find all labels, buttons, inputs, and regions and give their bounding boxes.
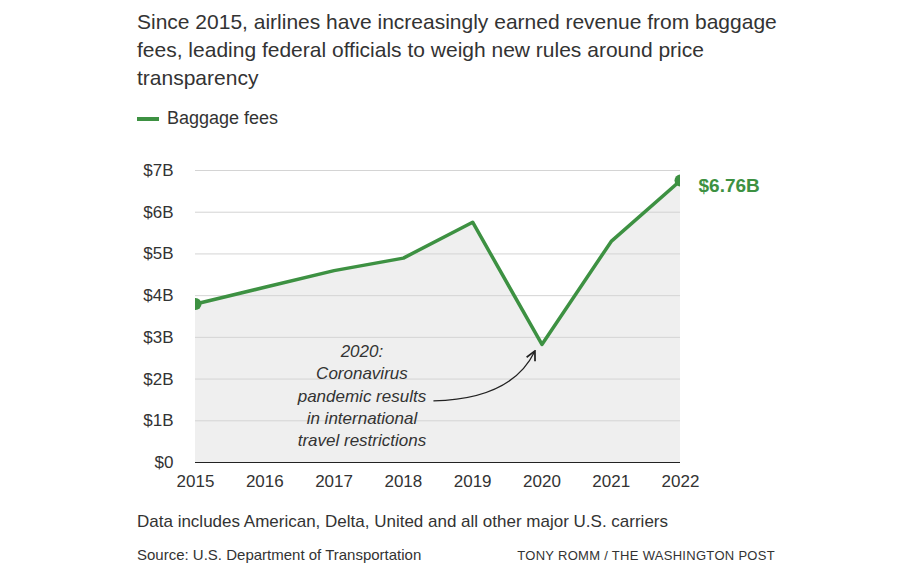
html-text:Source: U.S. Department of Tra: Source: U.S. Department of Transportatio… xyxy=(137,546,422,563)
svg-text:2015: 2015 xyxy=(177,472,215,491)
svg-text:2020: 2020 xyxy=(523,472,561,491)
svg-text:$6B: $6B xyxy=(143,203,173,222)
svg-text:2019: 2019 xyxy=(454,472,492,491)
html-text:Data includes American, Delta,: Data includes American, Delta, United an… xyxy=(137,512,668,531)
svg-text:$2B: $2B xyxy=(143,370,173,389)
html-text:Baggage fees: Baggage fees xyxy=(167,108,279,128)
svg-text:$6.76B: $6.76B xyxy=(699,175,760,196)
svg-text:2018: 2018 xyxy=(384,472,422,491)
svg-text:2021: 2021 xyxy=(592,472,630,491)
html-text:TONY ROMM / THE WASHINGTON POS: TONY ROMM / THE WASHINGTON POST xyxy=(517,548,775,563)
svg-text:$4B: $4B xyxy=(143,286,173,305)
svg-text:2020:Coronaviruspandemic resul: 2020:Coronaviruspandemic resultsin inter… xyxy=(297,342,427,449)
svg-text:$7B: $7B xyxy=(143,161,173,180)
svg-text:$3B: $3B xyxy=(143,328,173,347)
svg-text:2016: 2016 xyxy=(246,472,284,491)
svg-text:2022: 2022 xyxy=(662,472,700,491)
html-text:Since 2015, airlines have incr: Since 2015, airlines have increasingly e… xyxy=(137,10,777,89)
svg-text:2017: 2017 xyxy=(315,472,353,491)
svg-text:$5B: $5B xyxy=(143,244,173,263)
svg-text:$1B: $1B xyxy=(143,411,173,430)
svg-text:$0: $0 xyxy=(155,453,174,472)
